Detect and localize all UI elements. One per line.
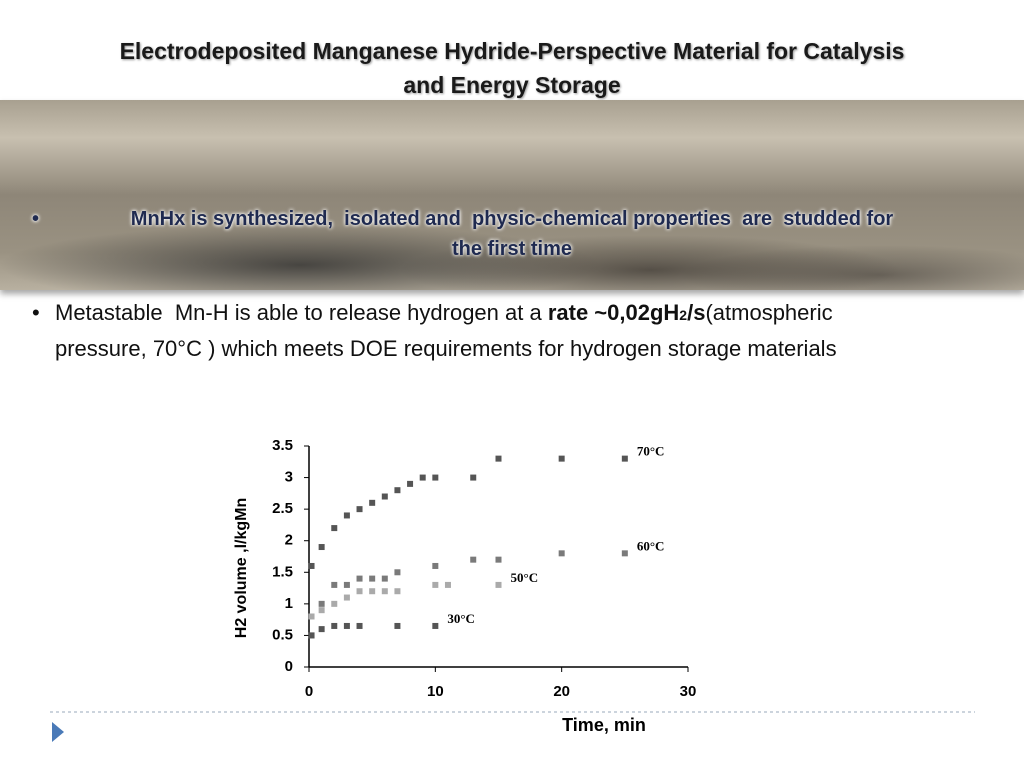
series-label: 50°C [511, 570, 539, 585]
point [432, 581, 439, 588]
point [308, 613, 315, 620]
bullet: • Metastable Mn-H is able to release hyd… [32, 296, 1014, 366]
point [343, 622, 350, 629]
point [558, 550, 565, 557]
point [331, 581, 338, 588]
point [394, 622, 401, 629]
point [621, 550, 628, 557]
x-axis-label: Time, min [562, 715, 646, 735]
point [369, 588, 376, 595]
point [495, 556, 502, 563]
point [308, 632, 315, 639]
bullet: • MnHx is synthesized, isolated and phys… [20, 204, 1004, 264]
text: (atmospheric [705, 300, 833, 325]
y-tick-label: 0.5 [272, 626, 293, 643]
bold-text: /s [687, 300, 706, 325]
point [432, 474, 439, 481]
point [432, 622, 439, 629]
point [318, 607, 325, 614]
bullet-dot: • [32, 208, 40, 230]
point [558, 455, 565, 462]
y-tick-label: 2.5 [272, 500, 293, 517]
point [308, 562, 315, 569]
bullet-line: MnHx is synthesized, isolated and physic… [130, 208, 894, 230]
point [331, 525, 338, 532]
point [331, 622, 338, 629]
series-label: 60°C [637, 538, 665, 553]
nav-arrow [52, 722, 64, 742]
bullet-line: pressure, 70°C ) which meets DOE require… [55, 336, 837, 361]
point [495, 455, 502, 462]
point [394, 487, 401, 494]
point [343, 581, 350, 588]
x-tick-label: 20 [553, 683, 570, 700]
point [356, 588, 363, 595]
bold-text: rate ~0,02gH [547, 300, 680, 325]
title-line: and Energy Storage [403, 72, 621, 98]
point [470, 474, 477, 481]
point [495, 581, 502, 588]
y-tick-label: 1 [285, 595, 293, 612]
bullet-dot: • [32, 300, 40, 325]
point [369, 575, 376, 582]
point [331, 600, 338, 607]
title-line: Electrodeposited Manganese Hydride-Persp… [119, 38, 905, 64]
point [356, 622, 363, 629]
subscript: 2 [679, 307, 688, 323]
point [318, 600, 325, 607]
y-axis-label: H2 volume ,l/kgMn [233, 498, 250, 638]
y-tick-label: 3 [285, 469, 293, 486]
point [343, 594, 350, 601]
point [470, 556, 477, 563]
point [407, 480, 414, 487]
y-tick-label: 1.5 [272, 563, 293, 580]
point [318, 626, 325, 633]
y-tick-label: 0 [285, 658, 293, 675]
series-label: 30°C [447, 611, 475, 626]
bullet-line: Metastable Mn-H is able to release hydro… [34, 296, 1014, 332]
text: Metastable Mn-H is able to release hydro… [55, 300, 548, 325]
bullet-line: the first time [451, 238, 573, 260]
point [343, 512, 350, 519]
point [621, 455, 628, 462]
y-tick-label: 3.5 [272, 437, 293, 454]
x-tick-label: 0 [305, 683, 313, 700]
point [369, 499, 376, 506]
point [381, 588, 388, 595]
x-tick-label: 30 [680, 683, 697, 700]
point [356, 506, 363, 513]
x-tick-label: 10 [427, 683, 444, 700]
title: Electrodeposited Manganese Hydride-Persp… [20, 34, 1004, 102]
point [318, 544, 325, 551]
point [419, 474, 426, 481]
point [394, 569, 401, 576]
point [356, 575, 363, 582]
photo-band [0, 100, 1024, 290]
point [381, 493, 388, 500]
series-label: 70°C [637, 444, 665, 459]
point [432, 562, 439, 569]
y-tick-label: 2 [285, 532, 293, 549]
point [381, 575, 388, 582]
point [444, 581, 451, 588]
point [394, 588, 401, 595]
